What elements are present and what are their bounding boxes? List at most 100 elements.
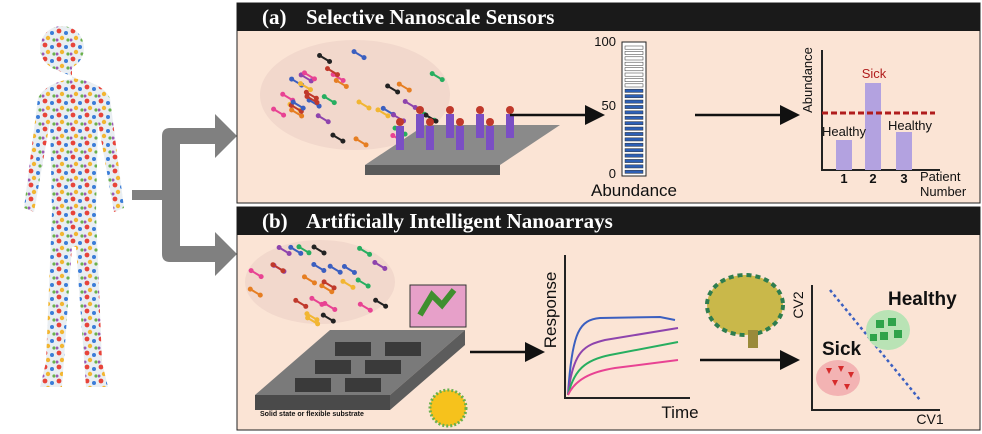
molecule-atom	[340, 77, 346, 83]
molecule-atom	[329, 289, 335, 295]
gauge-segment	[624, 137, 644, 142]
molecule-atom	[308, 87, 314, 93]
x-tick-label: 3	[900, 171, 907, 186]
molecule-atom	[372, 260, 378, 266]
gauge-segment	[624, 61, 644, 66]
gauge-segment	[624, 45, 644, 50]
molecule-atom	[303, 89, 309, 95]
molecule-atom	[402, 98, 408, 104]
molecule-atom	[373, 297, 379, 303]
molecule-atom	[304, 311, 310, 317]
panel-label: (b)	[262, 209, 288, 233]
gauge-segment	[624, 99, 644, 104]
gauge-segment	[624, 88, 644, 93]
molecule-atom	[383, 303, 389, 309]
sick-label: Sick	[822, 339, 862, 360]
x-label: CV1	[916, 411, 943, 427]
molecules	[247, 244, 389, 327]
molecule-atom	[331, 100, 337, 106]
panel-title: Selective Nanoscale Sensors	[306, 5, 554, 29]
molecule-atom	[304, 93, 310, 99]
molecule-atom	[390, 133, 396, 139]
y-label: Response	[541, 272, 560, 349]
molecule-atom	[311, 261, 317, 267]
pillar	[446, 114, 454, 138]
molecule-atom	[321, 279, 327, 285]
gauge-segment	[624, 110, 644, 115]
molecule-atom	[298, 250, 304, 256]
pillar-tip	[416, 106, 424, 114]
pillar	[506, 114, 514, 138]
abundance-gauge	[621, 41, 647, 177]
molecule-atom	[327, 263, 333, 269]
gauge-segment	[624, 94, 644, 99]
x-tick-label: 1	[840, 171, 847, 186]
molecule-atom	[309, 295, 315, 301]
nanoarray-chip	[255, 284, 468, 428]
molecule-atom	[288, 244, 294, 250]
x-label: Number	[920, 184, 967, 199]
pillar-tip	[426, 118, 434, 126]
molecule-atom	[322, 300, 328, 306]
gauge-segment	[624, 115, 644, 120]
y-label: CV2	[790, 291, 806, 318]
molecule-atom	[303, 303, 309, 309]
molecule-atom	[321, 94, 327, 100]
molecule-atom	[340, 278, 346, 284]
pillar-tip	[486, 118, 494, 126]
molecule-atom	[325, 66, 331, 72]
molecule-atom	[299, 113, 305, 119]
molecule-atom	[321, 250, 327, 256]
molecule-atom	[311, 76, 317, 82]
molecule-atom	[365, 283, 371, 289]
molecule-atom	[337, 269, 343, 275]
molecule-atom	[433, 118, 439, 124]
gauge-segment	[624, 159, 644, 163]
molecule-atom	[320, 312, 326, 318]
pillar-tip	[396, 118, 404, 126]
sample-cloud	[245, 240, 395, 324]
molecule-atom	[305, 315, 311, 321]
sensor-pillars	[396, 106, 514, 150]
molecule-atom	[313, 95, 319, 101]
substrate-label: Solid state or flexible substrate	[260, 411, 364, 418]
gauge-segment	[624, 67, 644, 72]
pillar	[476, 114, 484, 138]
molecule-atom	[296, 244, 302, 250]
molecule-atom	[311, 280, 317, 286]
molecule-atom	[315, 113, 321, 119]
molecule-atom	[356, 99, 362, 105]
molecule-atom	[391, 112, 397, 118]
molecule-atom	[363, 142, 369, 148]
molecule-atom	[281, 112, 287, 118]
molecule-atom	[406, 87, 412, 93]
pillar-tip	[476, 106, 484, 114]
molecule-atom	[270, 262, 276, 268]
molecule-atom	[361, 55, 367, 61]
molecule-atom	[357, 245, 363, 251]
molecule-atom	[333, 77, 339, 83]
molecule-atom	[351, 49, 357, 55]
molecule-atom	[298, 81, 304, 87]
cv-plot	[811, 285, 940, 411]
molecule-atom	[341, 264, 347, 270]
molecule-atom	[439, 77, 445, 83]
gauge-tick: 100	[594, 34, 616, 49]
molecule-atom	[382, 266, 388, 272]
pillar	[426, 126, 434, 150]
panel-a-header	[237, 3, 980, 31]
molecule-atom	[331, 285, 337, 291]
molecule-atom	[257, 292, 263, 298]
molecule-atom	[293, 297, 299, 303]
gauge-segment	[624, 78, 644, 82]
molecule-atom	[300, 105, 306, 111]
panel-b-header	[237, 207, 980, 235]
gauge-segment	[624, 51, 644, 55]
gauge-segment	[624, 164, 644, 169]
molecule-atom	[286, 250, 292, 256]
molecule-atom	[395, 89, 401, 95]
molecule-atom	[350, 284, 356, 290]
gauge-segment	[624, 56, 644, 61]
panel-title: Artificially Intelligent Nanoarrays	[306, 209, 613, 233]
gauge-segment	[624, 126, 644, 131]
